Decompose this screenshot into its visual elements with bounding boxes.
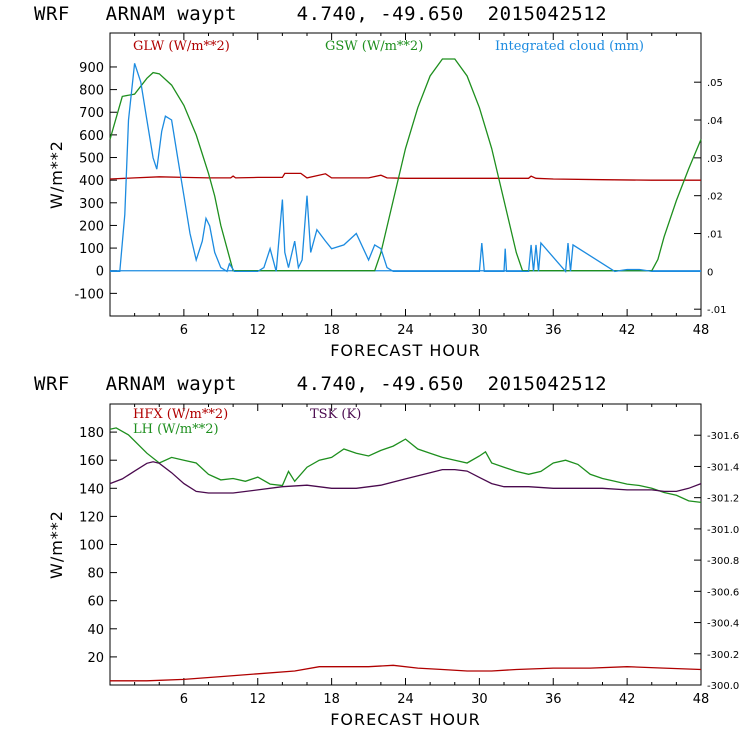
y-tick-label: -100 <box>74 287 104 302</box>
x-tick-label: 18 <box>323 323 340 338</box>
legend-lh: LH (W/m**2) <box>133 422 219 437</box>
y-axis-label: W/m**2 <box>47 140 66 209</box>
x-tick-label: 6 <box>180 323 188 338</box>
legend-glw: GLW (W/m**2) <box>133 39 230 54</box>
integrated-series-line <box>110 63 701 273</box>
y2-tick-label: -300.8 <box>707 556 739 567</box>
y-tick-label: 800 <box>79 84 104 99</box>
x-tick-label: 48 <box>693 323 710 338</box>
y-tick-label: 300 <box>79 197 104 212</box>
y-tick-label: 40 <box>87 623 104 638</box>
y2-tick-label: -.01 <box>707 305 727 316</box>
glw-series-line <box>109 172 701 181</box>
x-tick-label: 30 <box>471 323 488 338</box>
y2-tick-label: 0 <box>707 267 713 278</box>
y-tick-label: 180 <box>79 426 104 441</box>
chart-title-top: WRF ARNAM waypt 4.740, -49.650 201504251… <box>34 3 608 25</box>
y-tick-label: 120 <box>79 510 104 525</box>
y-tick-label: 200 <box>79 219 104 234</box>
chart-title-bottom: WRF ARNAM waypt 4.740, -49.650 201504251… <box>34 373 608 395</box>
y2-tick-label: -300.6 <box>707 587 739 598</box>
gsw-series-line <box>109 58 702 272</box>
y-tick-label: 20 <box>87 651 104 666</box>
x-axis-label: FORECAST HOUR <box>330 710 481 729</box>
x-tick-label: 36 <box>545 692 562 707</box>
y2-tick-label: -300.0 <box>707 681 739 692</box>
x-axis-label: FORECAST HOUR <box>330 341 481 360</box>
x-tick-label: 30 <box>471 692 488 707</box>
y-tick-label: 100 <box>79 242 104 257</box>
y2-tick-label: -300.4 <box>707 619 739 630</box>
x-tick-label: 48 <box>693 692 710 707</box>
legend-hfx: HFX (W/m**2) <box>133 407 228 422</box>
x-tick-label: 12 <box>249 692 266 707</box>
x-tick-label: 36 <box>545 323 562 338</box>
y2-tick-label: -301.0 <box>707 525 739 536</box>
y-tick-label: 80 <box>87 567 104 582</box>
y2-tick-label: .04 <box>707 116 723 127</box>
y-tick-label: 140 <box>79 482 104 497</box>
y-tick-label: 500 <box>79 152 104 167</box>
y-tick-label: 400 <box>79 174 104 189</box>
y2-tick-label: -301.2 <box>707 494 739 505</box>
y2-tick-label: .03 <box>707 154 723 165</box>
tsk-series-line <box>109 461 702 494</box>
x-tick-label: 6 <box>180 692 188 707</box>
legend-gsw: GSW (W/m**2) <box>325 39 423 54</box>
y-tick-label: 60 <box>87 595 104 610</box>
y-tick-label: 100 <box>79 539 104 554</box>
lh-series-line <box>109 427 702 504</box>
x-tick-label: 12 <box>249 323 266 338</box>
y2-tick-label: .02 <box>707 192 723 203</box>
y2-tick-label: -301.4 <box>707 462 739 473</box>
y-tick-label: 0 <box>96 265 104 280</box>
x-tick-label: 18 <box>323 692 340 707</box>
legend-integrated: Integrated cloud (mm) <box>495 39 644 54</box>
x-tick-label: 24 <box>397 692 414 707</box>
y-tick-label: 600 <box>79 129 104 144</box>
y2-tick-label: .05 <box>707 78 723 89</box>
hfx-series-line <box>110 664 702 682</box>
y2-tick-label: -300.2 <box>707 650 739 661</box>
y2-tick-label: .01 <box>707 230 723 241</box>
y-tick-label: 700 <box>79 106 104 121</box>
y2-tick-label: -301.6 <box>707 431 739 442</box>
y-tick-label: 160 <box>79 454 104 469</box>
plot-frame <box>109 403 702 686</box>
legend-tsk: TSK (K) <box>310 407 361 422</box>
x-tick-label: 42 <box>619 323 636 338</box>
x-tick-label: 42 <box>619 692 636 707</box>
x-tick-label: 24 <box>397 323 414 338</box>
y-axis-label: W/m**2 <box>47 510 66 579</box>
y-tick-label: 900 <box>79 61 104 76</box>
